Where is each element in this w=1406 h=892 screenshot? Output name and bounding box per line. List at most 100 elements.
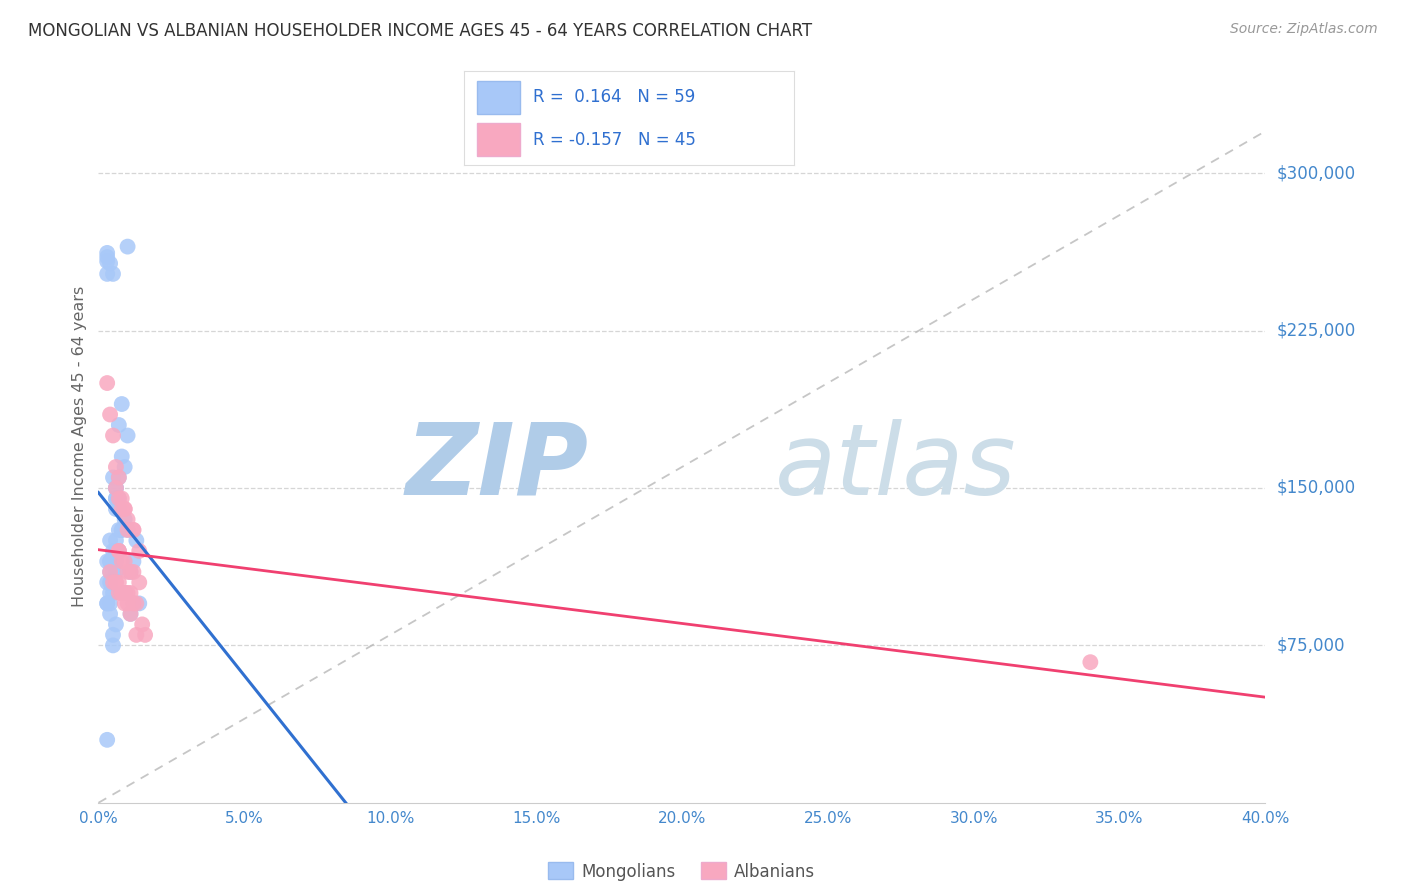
Point (104, 617, 127, 632)
Point (114, 502, 136, 516)
Point (101, 586, 124, 600)
Point (101, 628, 124, 642)
Point (114, 586, 136, 600)
Point (98, 565, 121, 579)
Point (104, 460, 127, 475)
Point (104, 502, 127, 516)
Point (111, 502, 134, 516)
Point (108, 544, 131, 558)
Point (108, 544, 131, 558)
Point (122, 596, 145, 610)
Point (96, 575, 118, 590)
Point (96, 596, 118, 610)
Point (120, 586, 142, 600)
Point (104, 491, 127, 506)
Bar (477, 81, 520, 113)
Point (108, 523, 131, 537)
Point (98, 533, 121, 548)
Point (108, 544, 131, 558)
Point (98, 256, 121, 270)
Point (120, 607, 142, 621)
Point (101, 565, 124, 579)
Point (108, 575, 131, 590)
Point (134, 628, 156, 642)
Point (101, 470, 124, 484)
Point (114, 586, 136, 600)
Point (117, 512, 139, 526)
Point (111, 523, 134, 537)
Y-axis label: Householder Income Ages 45 - 64 years: Householder Income Ages 45 - 64 years (72, 285, 87, 607)
Point (104, 565, 127, 579)
Bar (477, 123, 520, 156)
Point (111, 586, 134, 600)
Point (101, 554, 124, 568)
Point (122, 523, 145, 537)
Point (108, 586, 131, 600)
Point (114, 554, 136, 568)
Point (98, 565, 121, 579)
Point (104, 575, 127, 590)
Point (131, 617, 153, 632)
Point (98, 575, 121, 590)
Point (1080, 655, 1102, 669)
Point (117, 239, 139, 253)
Point (114, 586, 136, 600)
Point (114, 502, 136, 516)
Point (96, 554, 118, 568)
Point (104, 554, 127, 568)
Point (104, 481, 127, 495)
Point (128, 596, 150, 610)
Point (117, 523, 139, 537)
Point (120, 607, 142, 621)
Point (111, 491, 134, 506)
Point (120, 565, 142, 579)
Point (96, 376, 118, 390)
Point (98, 607, 121, 621)
Point (98, 596, 121, 610)
Point (104, 491, 127, 506)
Point (104, 554, 127, 568)
Point (101, 575, 124, 590)
Point (104, 481, 127, 495)
Point (125, 533, 148, 548)
Point (101, 428, 124, 442)
Point (111, 450, 134, 464)
Point (114, 512, 136, 526)
Point (128, 544, 150, 558)
Legend: Mongolians, Albanians: Mongolians, Albanians (541, 855, 823, 888)
Point (98, 408, 121, 422)
Text: R = -0.157   N = 45: R = -0.157 N = 45 (533, 131, 696, 149)
Point (111, 397, 134, 411)
Point (96, 250, 118, 264)
Point (96, 732, 118, 747)
Point (108, 417, 131, 432)
Point (96, 254, 118, 268)
Point (108, 470, 131, 484)
Point (101, 267, 124, 281)
Point (111, 554, 134, 568)
Point (96, 246, 118, 260)
Point (101, 544, 124, 558)
Point (108, 470, 131, 484)
Point (108, 502, 131, 516)
Point (104, 544, 127, 558)
Text: $150,000: $150,000 (1277, 479, 1355, 497)
Point (108, 491, 131, 506)
Point (120, 565, 142, 579)
Text: $225,000: $225,000 (1277, 321, 1355, 340)
Text: R =  0.164   N = 59: R = 0.164 N = 59 (533, 87, 696, 105)
Point (96, 596, 118, 610)
Point (101, 639, 124, 653)
Point (117, 428, 139, 442)
Point (104, 533, 127, 548)
Point (125, 628, 148, 642)
Text: MONGOLIAN VS ALBANIAN HOUSEHOLDER INCOME AGES 45 - 64 YEARS CORRELATION CHART: MONGOLIAN VS ALBANIAN HOUSEHOLDER INCOME… (28, 22, 813, 40)
Point (111, 586, 134, 600)
Text: Source: ZipAtlas.com: Source: ZipAtlas.com (1230, 22, 1378, 37)
Point (108, 491, 131, 506)
Point (122, 523, 145, 537)
Text: atlas: atlas (775, 419, 1017, 516)
Text: ZIP: ZIP (405, 419, 589, 516)
Point (111, 523, 134, 537)
Point (114, 460, 136, 475)
